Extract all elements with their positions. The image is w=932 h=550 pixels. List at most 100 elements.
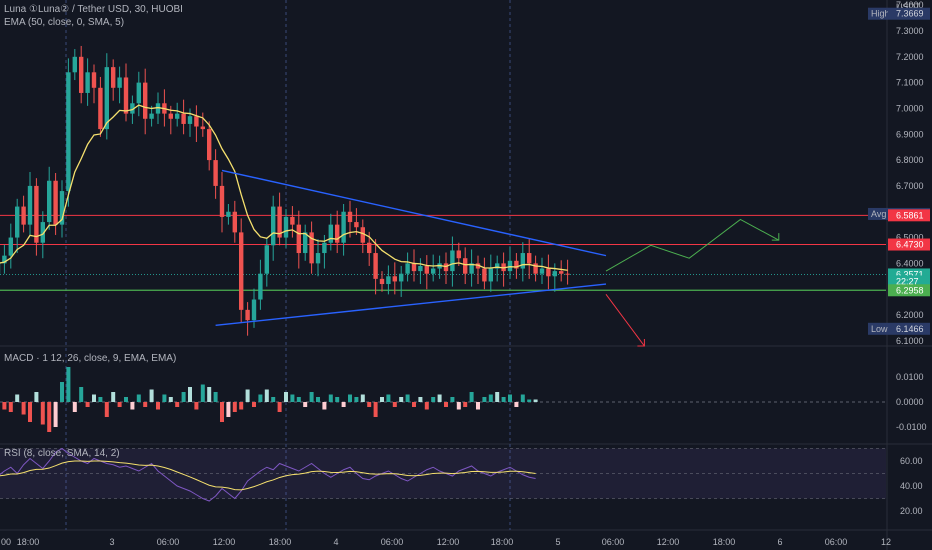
lower-trendline: [215, 283, 607, 327]
price-tick: 6.2000: [896, 310, 924, 320]
macd-bar: [188, 387, 192, 402]
candle: [130, 103, 135, 114]
time-tick: 6: [777, 537, 782, 547]
time-tick: 18:00: [713, 537, 736, 547]
macd-bar: [456, 402, 461, 410]
candle: [527, 253, 532, 264]
candle: [514, 260, 519, 269]
projection-up-arrow: [605, 218, 780, 272]
candle: [482, 268, 487, 282]
price-tick: 7.4000: [896, 0, 924, 10]
macd-bar: [437, 394, 442, 402]
macd-bar: [226, 402, 231, 417]
ema-legend[interactable]: EMA (50, close, 0, SMA, 5): [4, 17, 128, 28]
rsi-legend[interactable]: RSI (8, close, SMA, 14, 2): [4, 448, 124, 459]
candle: [424, 265, 429, 274]
time-tick: 06:00: [381, 537, 404, 547]
macd-bar: [284, 392, 288, 402]
macd-bar: [124, 397, 128, 402]
macd-bar: [520, 394, 525, 402]
candle: [53, 180, 58, 225]
rsi-tick: 20.00: [900, 506, 923, 516]
candle: [405, 263, 410, 274]
candle: [219, 185, 225, 217]
macd-bar: [360, 394, 365, 402]
macd-bar: [40, 402, 45, 425]
macd-bar: [66, 367, 71, 402]
macd-bar: [175, 402, 180, 407]
macd-bar: [8, 402, 13, 412]
macd-bar: [162, 394, 167, 402]
macd-bar: [60, 382, 64, 402]
macd-bar: [463, 402, 468, 407]
candle: [85, 72, 90, 93]
candle: [315, 253, 321, 264]
time-tick: 18:00: [491, 537, 514, 547]
macd-bar: [444, 402, 448, 407]
macd-title: MACD · 1 12, 26, close, 9, EMA, EMA): [4, 353, 177, 364]
time-tick: 5: [555, 537, 560, 547]
candle: [40, 222, 45, 243]
macd-bar: [488, 394, 493, 402]
macd-bar: [354, 397, 359, 402]
price-marker-value: 6.4730: [896, 240, 924, 250]
candle: [546, 268, 551, 277]
macd-bar: [527, 399, 532, 402]
macd-bar: [156, 402, 160, 410]
candle: [303, 232, 308, 254]
candle: [341, 211, 346, 243]
candle: [111, 67, 116, 88]
candle: [488, 268, 493, 282]
macd-tick: -0.0100: [896, 422, 927, 432]
candle: [143, 82, 148, 119]
macd-bar: [143, 402, 148, 407]
macd-bar: [47, 402, 52, 432]
macd-bar: [373, 402, 378, 417]
time-tick: 00: [1, 537, 11, 547]
macd-bar: [130, 402, 135, 410]
candle: [15, 206, 20, 238]
macd-legend[interactable]: MACD · 1 12, 26, close, 9, EMA, EMA): [4, 353, 180, 364]
candle: [226, 211, 231, 217]
candle: [232, 211, 237, 233]
time-tick: 4: [333, 537, 338, 547]
macd-bar: [533, 399, 538, 402]
macd-bar: [79, 387, 84, 402]
candle: [194, 116, 199, 127]
price-marker-label-bg: [868, 322, 888, 335]
candle: [117, 77, 122, 88]
candle: [418, 265, 423, 272]
macd-bar: [92, 394, 96, 402]
candle: [168, 113, 173, 119]
time-tick: 06:00: [825, 537, 848, 547]
price-marker-value: 6.5861: [896, 210, 924, 220]
macd-bar: [104, 402, 109, 417]
candle: [309, 232, 314, 264]
macd-bar: [405, 394, 410, 402]
candle: [399, 273, 404, 282]
rsi-tick: 60.00: [900, 456, 923, 466]
price-marker-bg: [888, 238, 930, 251]
candle: [104, 67, 109, 130]
candle: [328, 224, 333, 243]
macd-bar: [386, 394, 391, 402]
macd-bar: [245, 389, 250, 402]
macd-bar: [72, 402, 77, 412]
candle: [456, 250, 461, 259]
candle: [386, 276, 391, 285]
price-marker-bg: [888, 7, 930, 20]
candle: [79, 56, 84, 93]
macd-bar: [431, 397, 436, 402]
macd-bar: [341, 402, 346, 407]
candle: [443, 263, 449, 272]
candle: [271, 206, 276, 246]
rsi-ma-line: [0, 460, 536, 491]
macd-bar: [476, 402, 480, 410]
candle: [469, 263, 474, 274]
macd-bar: [399, 397, 404, 402]
candle: [8, 237, 13, 256]
price-marker-bg: [888, 284, 930, 297]
macd-bar: [514, 402, 519, 407]
symbol-legend[interactable]: Luna ①Luna② / Tether USD, 30, HUOBI: [4, 4, 187, 15]
candle: [47, 180, 52, 223]
